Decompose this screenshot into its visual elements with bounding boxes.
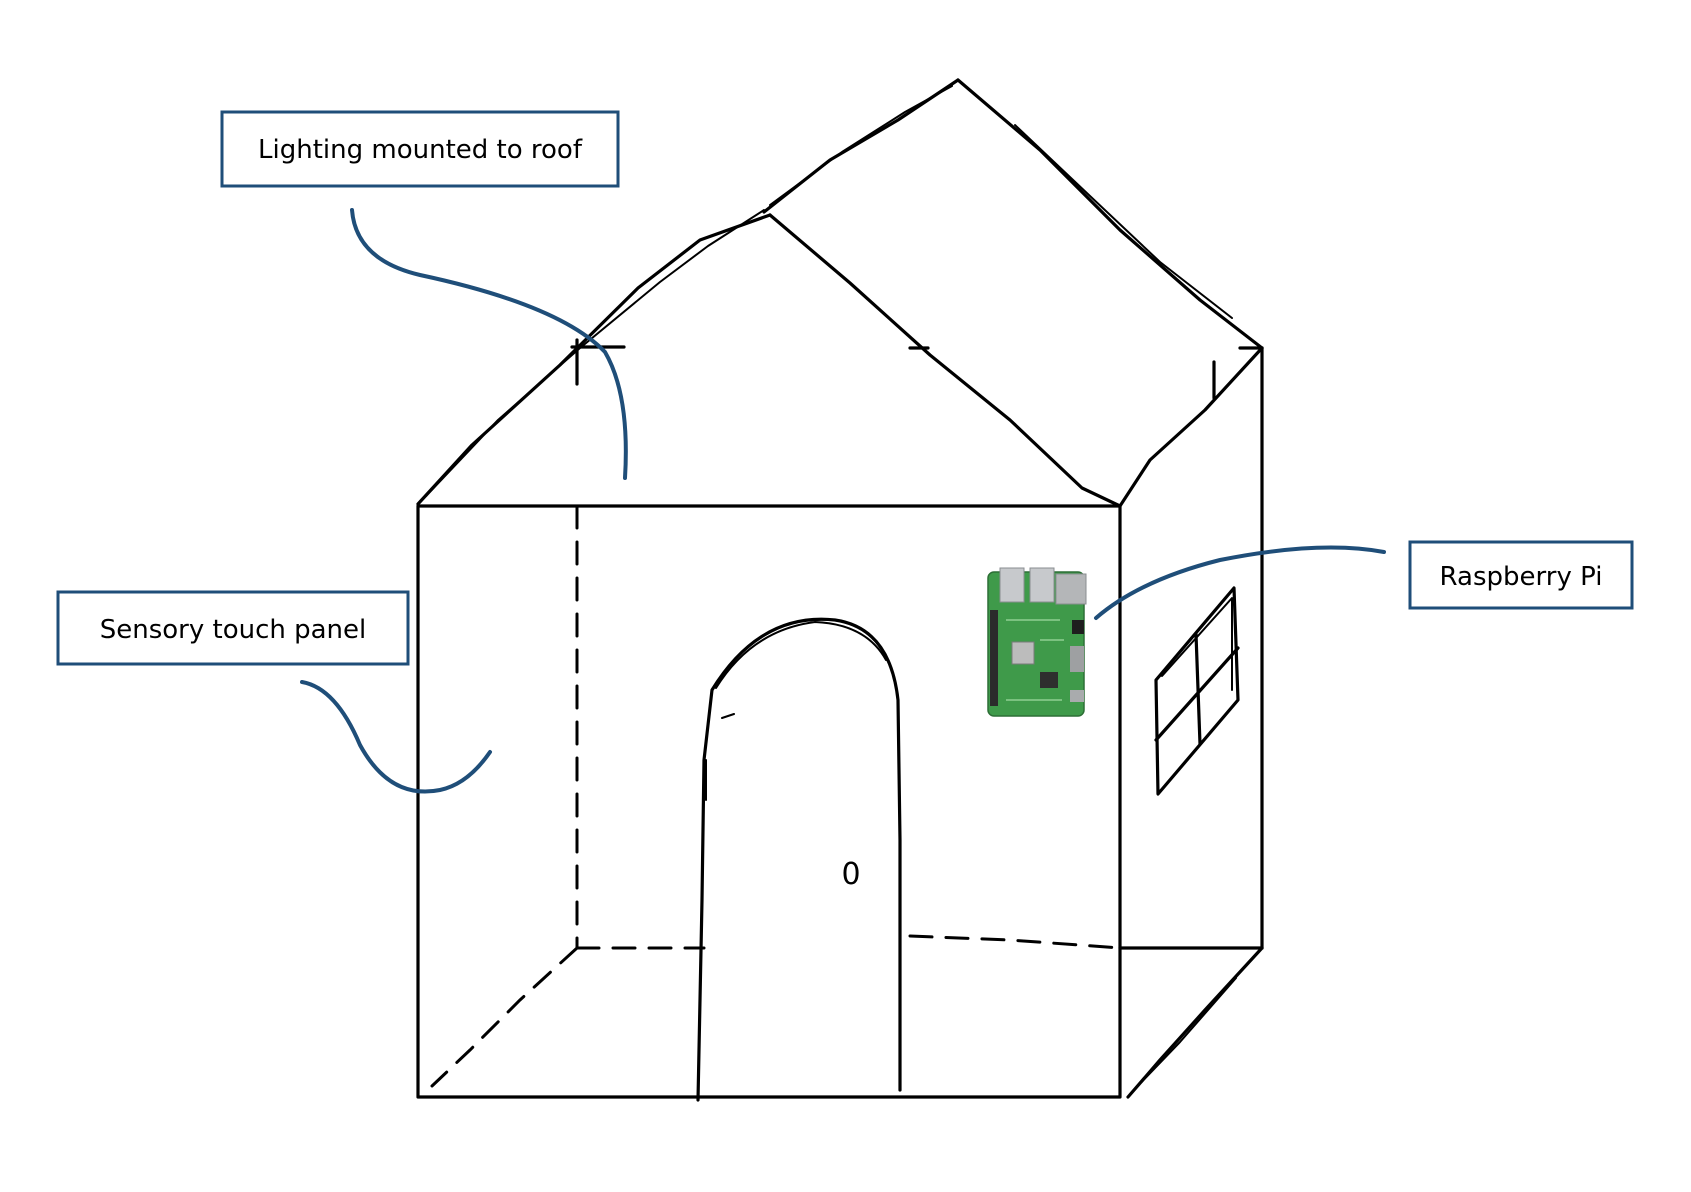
roof-tick-right <box>1212 346 1264 400</box>
usb-port-1 <box>999 567 1025 603</box>
door <box>696 617 902 1102</box>
ethernet-port <box>1055 573 1087 605</box>
soc-chip <box>1011 641 1035 665</box>
label-touch-panel-box <box>56 590 410 666</box>
power-port <box>1070 690 1084 702</box>
raspberry-pi-icon <box>987 567 1087 717</box>
gpio-header <box>990 610 998 706</box>
roof-back-right-slope <box>956 78 1264 350</box>
label-raspberry-pi-text: Raspberry Pi <box>1440 562 1603 592</box>
label-raspberry-pi-box <box>1408 540 1634 610</box>
board-traces <box>1006 619 1064 701</box>
side-roof-edge <box>1118 346 1264 508</box>
door-arch-double <box>715 621 887 689</box>
hdmi-port <box>1070 646 1084 672</box>
side-window-double <box>1161 597 1233 691</box>
front-wall <box>416 504 1122 1099</box>
label-raspberry-pi: Raspberry Pi <box>1408 540 1634 610</box>
label-touch-panel-text: Sensory touch panel <box>100 615 367 645</box>
roof-ridge-back-left-double <box>769 85 953 206</box>
door-inner-dash <box>705 713 735 801</box>
front-roof-left-slope <box>416 213 772 506</box>
front-roof-left-slope-double <box>425 209 765 497</box>
side-wall-bottom-edge-double <box>1133 977 1237 1091</box>
audio-jack <box>1072 620 1084 634</box>
roof-back-right-slope-double <box>1014 124 1233 319</box>
callout-line-lighting <box>350 208 628 480</box>
callout-line-touch-panel <box>300 680 492 794</box>
ram-chip <box>1040 672 1058 688</box>
side-window-cross <box>1154 632 1240 746</box>
label-lighting-box <box>220 110 620 188</box>
label-lighting-text: Lighting mounted to roof <box>258 135 583 165</box>
callout-line-raspberry-pi <box>1094 545 1386 620</box>
inner-floor-diagonal-dashed <box>430 946 579 1088</box>
front-roof-right-slope <box>768 213 1122 508</box>
label-lighting: Lighting mounted to roof <box>220 110 620 188</box>
door-knob: 0 <box>841 857 860 892</box>
side-window <box>1154 586 1240 796</box>
label-touch-panel: Sensory touch panel <box>56 590 410 666</box>
inner-back-floor-dashed-right <box>908 934 1122 950</box>
usb-port-2 <box>1029 567 1055 603</box>
house-sketch <box>416 78 1264 1102</box>
